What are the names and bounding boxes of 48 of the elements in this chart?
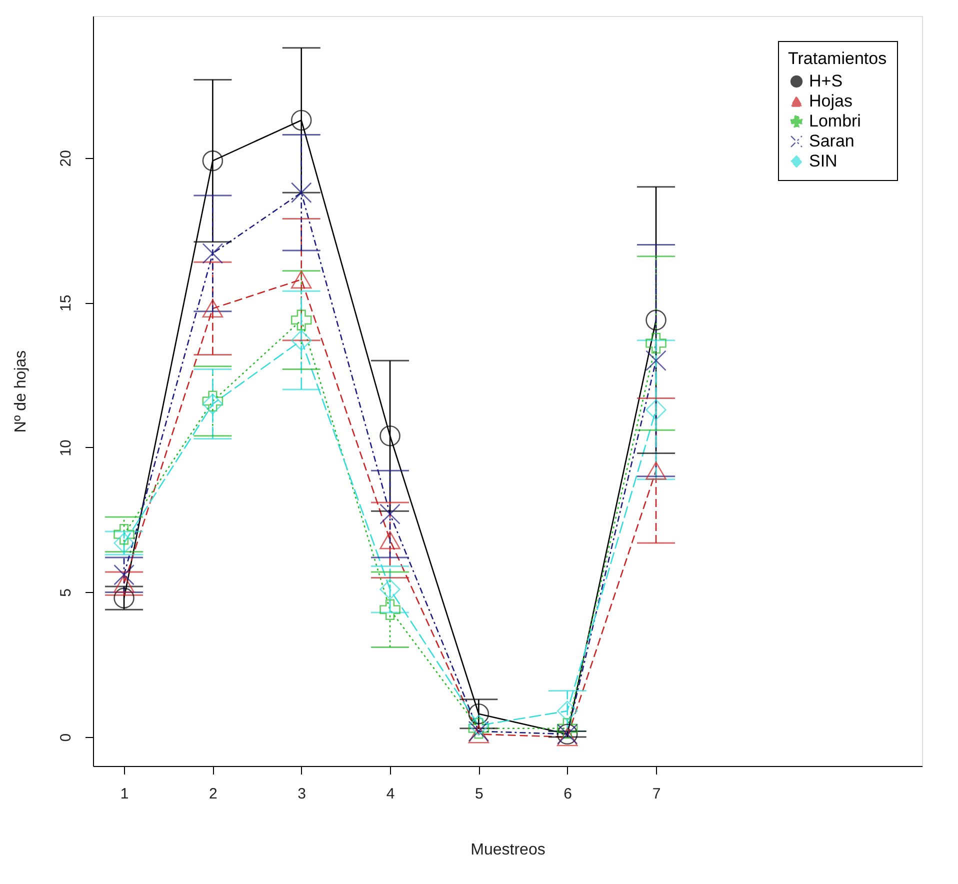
point bbox=[290, 110, 312, 131]
point bbox=[380, 531, 400, 550]
point bbox=[114, 564, 134, 586]
point bbox=[290, 310, 312, 330]
point bbox=[202, 299, 224, 318]
legend-label: Saran bbox=[809, 132, 854, 150]
point bbox=[646, 350, 666, 371]
x-axis-title: Muestreos bbox=[470, 842, 546, 858]
y-tick-label: 10 bbox=[58, 440, 74, 456]
y-tick-label: 15 bbox=[58, 294, 74, 312]
legend-label: SIN bbox=[809, 152, 838, 170]
point bbox=[290, 330, 312, 351]
point bbox=[202, 243, 224, 264]
point bbox=[556, 718, 578, 739]
y-tick-label: 5 bbox=[58, 588, 74, 597]
point bbox=[646, 462, 666, 480]
point bbox=[290, 270, 312, 289]
x-tick-label: 4 bbox=[386, 786, 395, 802]
point bbox=[646, 310, 666, 330]
x-tick-label: 6 bbox=[564, 786, 572, 802]
point bbox=[380, 426, 400, 446]
y-axis-title: Nº de hojas bbox=[12, 350, 30, 433]
point bbox=[646, 332, 666, 354]
point bbox=[468, 725, 490, 744]
point bbox=[556, 728, 578, 746]
legend-label: Hojas bbox=[809, 92, 852, 110]
x-tick-label: 2 bbox=[209, 786, 218, 802]
point bbox=[646, 399, 666, 420]
legend-label: Lombri bbox=[809, 112, 861, 130]
point bbox=[114, 524, 134, 545]
legend-label: H+S bbox=[809, 72, 843, 90]
legend-title: Tratamientos bbox=[788, 49, 887, 68]
x-tick-label: 5 bbox=[475, 786, 484, 802]
point bbox=[114, 588, 134, 608]
point bbox=[114, 532, 134, 554]
point bbox=[290, 182, 312, 204]
point bbox=[380, 578, 400, 600]
x-tick-label: 3 bbox=[298, 786, 306, 802]
y-tick-label: 20 bbox=[58, 150, 74, 167]
y-tick-label: 0 bbox=[58, 733, 74, 742]
x-tick-label: 7 bbox=[652, 786, 661, 802]
point bbox=[380, 504, 400, 524]
point bbox=[556, 700, 578, 722]
x-tick-label: 1 bbox=[120, 786, 129, 802]
point bbox=[114, 574, 134, 593]
point bbox=[380, 599, 400, 620]
point bbox=[202, 150, 224, 172]
point bbox=[468, 704, 490, 724]
